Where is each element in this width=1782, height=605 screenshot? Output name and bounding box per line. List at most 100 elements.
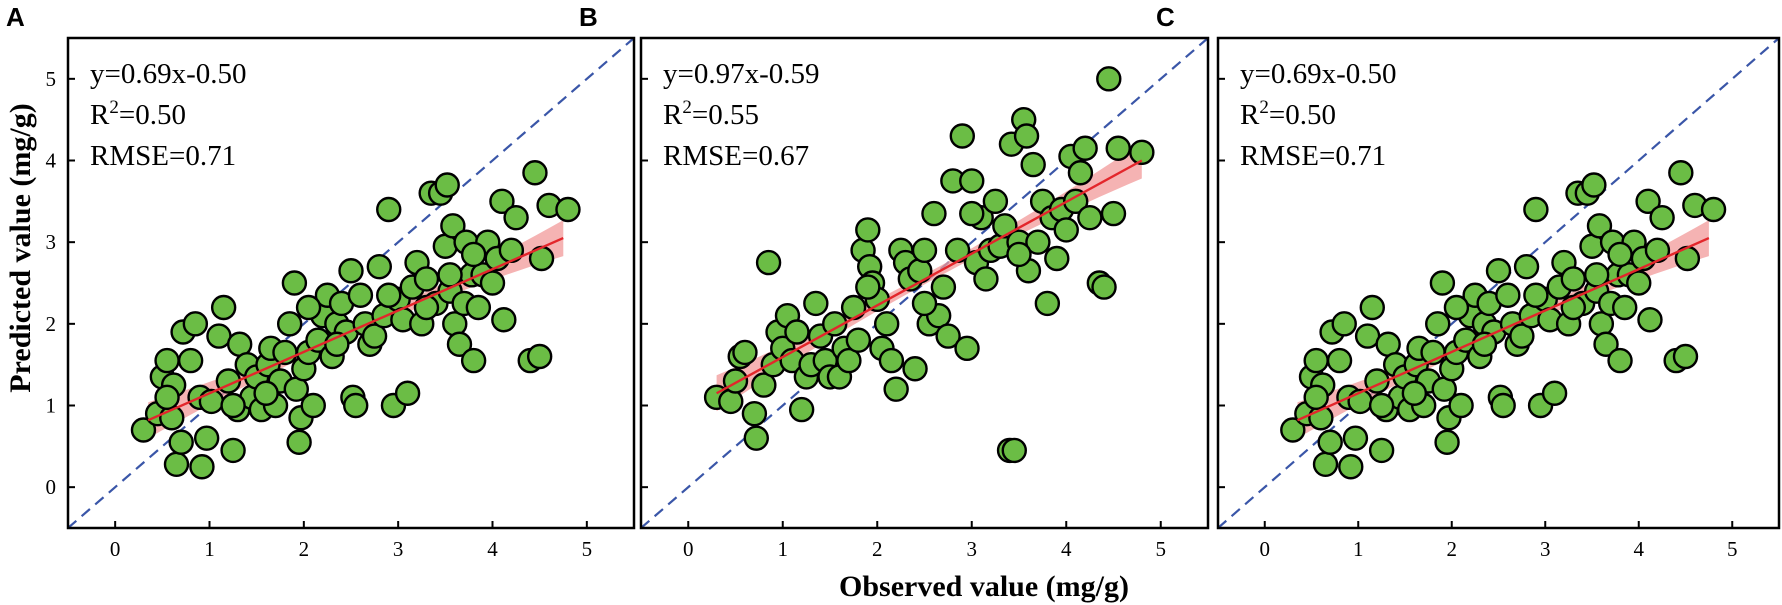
panel-a-point-92 bbox=[376, 282, 402, 308]
panel-c-rmse: RMSE=0.71 bbox=[1240, 140, 1386, 172]
panel-a-point-62 bbox=[413, 266, 440, 292]
panel-b-point-67 bbox=[1020, 151, 1046, 178]
panel-b-point-68 bbox=[1025, 229, 1051, 255]
panel-c-point-97 bbox=[1560, 294, 1587, 321]
panel-a-point-93 bbox=[324, 331, 350, 357]
panel-a-point-7 bbox=[168, 429, 194, 455]
panel-a-fit-line bbox=[147, 236, 564, 422]
panel-b-xtick-label-3: 3 bbox=[967, 537, 978, 561]
panel-a-point-99 bbox=[460, 241, 487, 268]
panel-a-point-58 bbox=[394, 380, 421, 406]
panel-c-xtick-label-1: 1 bbox=[1353, 537, 1364, 561]
panel-c-point-67 bbox=[1581, 172, 1607, 198]
panel-a-point-45 bbox=[338, 258, 364, 284]
panel-b-point-85 bbox=[1129, 139, 1155, 166]
panel-b-point-14 bbox=[784, 319, 810, 345]
panel-a-point-30 bbox=[276, 311, 303, 337]
panel-c-point-71 bbox=[1593, 331, 1619, 357]
panel-a-ytick-label-2: 2 bbox=[46, 312, 57, 336]
panel-b-point-6 bbox=[743, 425, 769, 451]
panel-b-point-51 bbox=[954, 335, 980, 362]
panel-c-point-31 bbox=[1429, 270, 1456, 296]
panel-c-point-47 bbox=[1490, 392, 1516, 419]
panel-b-point-22 bbox=[822, 311, 848, 337]
panel-b-point-26 bbox=[840, 294, 867, 321]
panel-c-point-16 bbox=[1359, 294, 1385, 321]
panel-a-ytick-label-3: 3 bbox=[46, 230, 57, 254]
panel-b-point-4 bbox=[732, 339, 758, 366]
panel-b-r-squared-letter: R bbox=[663, 99, 683, 131]
panel-c-point-75 bbox=[1607, 347, 1633, 374]
panel-c-r-squared: R2=0.50 bbox=[1240, 97, 1336, 131]
panel-b-point-74 bbox=[1053, 217, 1079, 243]
panel-b-r-squared-superscript: 2 bbox=[682, 97, 692, 118]
panel-b-point-50 bbox=[949, 123, 975, 149]
panel-a-ytick-label-0: 0 bbox=[46, 475, 57, 499]
panel-b-point-82 bbox=[1096, 66, 1122, 92]
panel-a-point-31 bbox=[281, 270, 308, 296]
panel-c-r-squared-superscript: 2 bbox=[1259, 97, 1269, 118]
panel-a-xtick-label-3: 3 bbox=[393, 537, 404, 561]
panel-b-xtick-label-5: 5 bbox=[1156, 537, 1167, 561]
panel-a-point-18 bbox=[220, 437, 246, 464]
panel-a-xtick-label-4: 4 bbox=[487, 537, 498, 561]
panel-a-xtick-label-1: 1 bbox=[204, 537, 215, 561]
panel-c-fit-line bbox=[1296, 236, 1710, 422]
panel-a-point-69 bbox=[440, 213, 466, 239]
panel-b-point-47 bbox=[935, 323, 961, 349]
panel-a-point-90 bbox=[555, 196, 581, 223]
panel-b-rmse: RMSE=0.67 bbox=[663, 140, 809, 172]
panel-a-point-52 bbox=[366, 253, 392, 280]
panel-c-identity-line bbox=[1218, 38, 1779, 528]
panel-c-point-86 bbox=[1668, 160, 1694, 186]
panel-c-point-87 bbox=[1672, 343, 1699, 370]
panel-b-point-78 bbox=[1072, 135, 1098, 161]
panel-b-point-8 bbox=[755, 249, 782, 276]
panel-a-point-97 bbox=[413, 294, 440, 321]
panel-c-point-6 bbox=[1312, 451, 1339, 477]
panel-a-equation: y=0.69x-0.50 bbox=[90, 58, 247, 90]
panel-a-point-51 bbox=[361, 323, 388, 349]
panel-b-point-2 bbox=[722, 368, 749, 394]
panel-b-point-5 bbox=[741, 400, 768, 427]
panel-a-rmse: RMSE=0.71 bbox=[90, 140, 236, 172]
panel-a-point-48 bbox=[347, 282, 374, 308]
panel-c-point-37 bbox=[1448, 392, 1474, 419]
panel-c-equation: y=0.69x-0.50 bbox=[1240, 58, 1397, 90]
panel-a-point-47 bbox=[343, 392, 369, 419]
panel-c-point-96 bbox=[1303, 384, 1329, 411]
panel-a-point-79 bbox=[479, 270, 506, 296]
panel-a-point-87 bbox=[526, 343, 553, 370]
panel-b-point-70 bbox=[1034, 290, 1061, 317]
panel-b-point-52 bbox=[959, 168, 985, 194]
panel-a-point-86 bbox=[522, 160, 548, 186]
panel-b-point-65 bbox=[1013, 123, 1040, 149]
panel-c-point-52 bbox=[1513, 253, 1540, 280]
panel-a-point-13 bbox=[193, 425, 220, 451]
panel-c-point-51 bbox=[1509, 323, 1535, 349]
panel-a-point-84 bbox=[503, 204, 529, 231]
panel-a-point-94 bbox=[253, 380, 279, 406]
panel-b-point-76 bbox=[1062, 188, 1089, 215]
panel-a-r-squared-letter: R bbox=[90, 99, 110, 131]
panel-a-point-82 bbox=[491, 307, 517, 333]
panel-c-xtick-label-2: 2 bbox=[1447, 537, 1458, 561]
panel-c-point-18 bbox=[1368, 437, 1395, 464]
panel-c-point-33 bbox=[1434, 429, 1460, 455]
panel-a-xtick-label-5: 5 bbox=[582, 537, 593, 561]
y-axis-title: Predicted value (mg/g) bbox=[4, 103, 37, 392]
panel-c-point-82 bbox=[1637, 307, 1663, 333]
panel-a-point-15 bbox=[206, 323, 232, 349]
panel-b-point-87 bbox=[911, 290, 938, 317]
panel-c-point-9 bbox=[1326, 347, 1353, 374]
panel-c-point-79 bbox=[1626, 270, 1652, 296]
panel-b-xtick-label-4: 4 bbox=[1061, 537, 1072, 561]
panel-b-point-84 bbox=[1105, 135, 1131, 161]
panel-a-point-9 bbox=[177, 347, 204, 374]
panel-a-point-0 bbox=[130, 417, 157, 443]
panel-b-point-88 bbox=[855, 274, 881, 300]
panel-c-point-12 bbox=[1338, 454, 1364, 480]
panel-b-point-34 bbox=[874, 311, 900, 337]
